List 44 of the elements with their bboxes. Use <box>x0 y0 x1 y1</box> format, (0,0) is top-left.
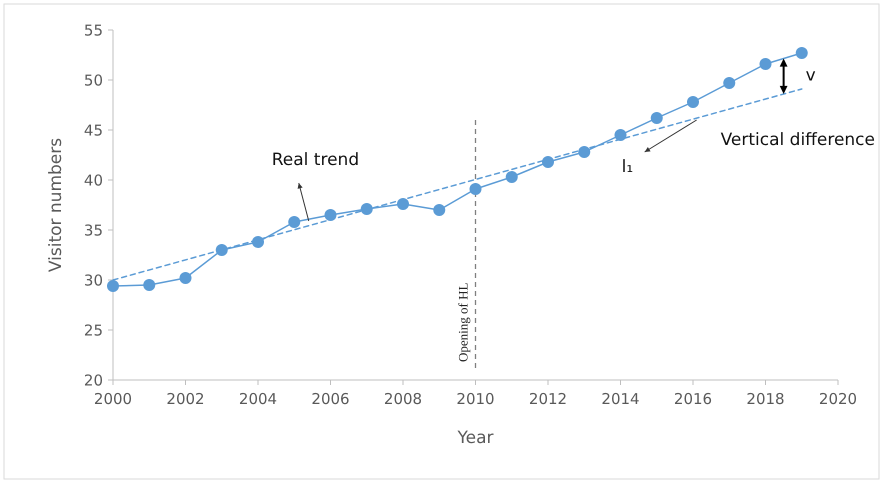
x-tick-label: 2002 <box>166 390 205 408</box>
point <box>288 216 300 228</box>
point <box>650 112 663 124</box>
point <box>324 209 336 221</box>
ref-line-label: Opening of HL <box>456 282 470 362</box>
annotation: Real trend <box>272 150 360 170</box>
point <box>687 96 699 108</box>
x-tick-label: 2016 <box>674 390 712 408</box>
y-tick-label: 50 <box>84 71 103 90</box>
annotation: l₁ <box>622 157 634 177</box>
x-tick-label: 2020 <box>818 390 858 408</box>
point <box>542 156 554 168</box>
point <box>360 203 373 215</box>
y-tick-label: 30 <box>84 271 103 290</box>
y-tick-label: 35 <box>84 221 103 240</box>
y-tick-label: 20 <box>84 371 103 390</box>
point <box>614 129 626 141</box>
point <box>470 183 482 195</box>
annotation: v <box>806 65 816 86</box>
point <box>143 279 156 291</box>
x-tick-label: 2012 <box>528 390 568 408</box>
point <box>397 198 409 210</box>
x-tick-label: 2004 <box>238 390 278 408</box>
x-tick-label: 2000 <box>94 390 132 408</box>
point <box>506 171 518 183</box>
point <box>796 47 808 59</box>
x-tick-label: 2008 <box>384 390 422 408</box>
y-tick-label: 45 <box>84 121 103 140</box>
annotation: Vertical difference <box>720 130 875 150</box>
x-tick-label: 2018 <box>746 390 785 408</box>
y-axis-title: Visitor numbers <box>46 138 66 272</box>
point <box>433 204 446 216</box>
x-tick-label: 2014 <box>601 390 640 408</box>
y-tick-label: 40 <box>84 171 103 190</box>
point <box>180 272 192 284</box>
point <box>760 58 772 70</box>
point <box>578 146 590 158</box>
y-tick-label: 55 <box>84 21 103 40</box>
point <box>723 77 736 89</box>
y-tick-label: 25 <box>84 321 103 340</box>
x-tick-label: 2006 <box>311 390 350 408</box>
point <box>107 280 119 292</box>
x-tick-label: 2010 <box>456 390 495 408</box>
x-axis-title: Year <box>456 428 494 448</box>
